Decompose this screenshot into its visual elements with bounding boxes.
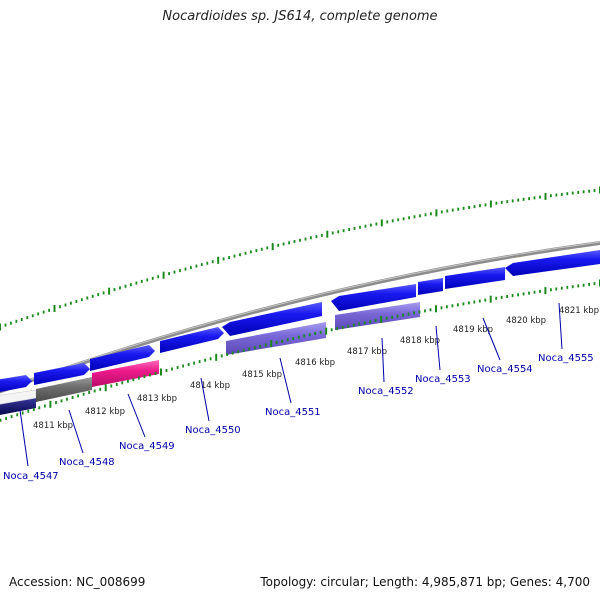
gene-label[interactable]: Noca_4549	[119, 441, 175, 452]
ruler-label: 4821 kbp	[559, 306, 599, 316]
ruler-label: 4813 kbp	[137, 394, 177, 404]
ruler-label: 4812 kbp	[85, 407, 125, 417]
forward-cds[interactable]	[90, 345, 155, 371]
gene-label[interactable]: Noca_4547	[3, 471, 59, 482]
dark-cds[interactable]	[0, 397, 36, 416]
forward-cds[interactable]	[331, 284, 416, 311]
gene-leader-lines	[19, 302, 563, 467]
ruler-label: 4814 kbp	[190, 381, 230, 391]
forward-cds[interactable]	[418, 278, 443, 295]
gene-label[interactable]: Noca_4551	[265, 407, 321, 418]
reverse-cds[interactable]	[335, 302, 420, 330]
gene-label[interactable]: Noca_4555	[538, 353, 594, 364]
forward-cds[interactable]	[160, 327, 224, 353]
ruler-label: 4819 kbp	[453, 325, 493, 335]
gene-label[interactable]: Noca_4552	[358, 386, 414, 397]
inner-tick-ruler	[0, 279, 600, 422]
ruler-label: 4816 kbp	[295, 358, 335, 368]
forward-cds[interactable]	[505, 250, 600, 276]
gene-label[interactable]: Noca_4553	[415, 374, 471, 385]
accession-text: Accession: NC_008699	[9, 575, 146, 589]
reverse-cds[interactable]	[226, 322, 326, 355]
gene-labels: Noca_4547 Noca_4548 Noca_4549 Noca_4550 …	[3, 353, 594, 482]
ruler-label: 4820 kbp	[506, 316, 546, 326]
genome-title: Nocardioides sp. JS614, complete genome	[162, 9, 438, 24]
forward-cds[interactable]	[445, 267, 505, 289]
gene-label[interactable]: Noca_4548	[59, 457, 115, 468]
topology-text: Topology: circular; Length: 4,985,871 bp…	[260, 575, 590, 589]
genome-backbone-highlight	[0, 241, 600, 391]
forward-cds[interactable]	[0, 375, 32, 393]
ruler-label: 4815 kbp	[242, 370, 282, 380]
ruler-labels: 4811 kbp 4812 kbp 4813 kbp 4814 kbp 4815…	[33, 306, 599, 431]
highlight-cds[interactable]	[92, 360, 159, 387]
grey-cds[interactable]	[36, 377, 92, 402]
gene-label[interactable]: Noca_4550	[185, 425, 241, 436]
ruler-label: 4811 kbp	[33, 421, 73, 431]
forward-cds[interactable]	[34, 363, 90, 385]
gene-label[interactable]: Noca_4554	[477, 364, 533, 375]
ruler-label: 4817 kbp	[347, 347, 387, 357]
ruler-label: 4818 kbp	[400, 336, 440, 346]
outer-tick-ruler	[0, 186, 600, 331]
forward-cds[interactable]	[222, 302, 322, 336]
